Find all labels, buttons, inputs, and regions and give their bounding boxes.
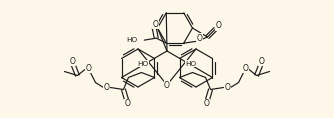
Text: O: O bbox=[104, 83, 110, 92]
Text: O: O bbox=[242, 64, 248, 73]
Text: O: O bbox=[259, 57, 265, 66]
Text: HO: HO bbox=[137, 61, 148, 67]
Text: O: O bbox=[204, 99, 209, 108]
Text: O: O bbox=[86, 64, 92, 73]
Text: O: O bbox=[224, 83, 230, 92]
Text: O: O bbox=[152, 20, 158, 29]
Text: O: O bbox=[164, 80, 170, 89]
Text: O: O bbox=[215, 21, 221, 30]
Text: O: O bbox=[197, 34, 203, 43]
Text: HO: HO bbox=[126, 37, 137, 43]
Text: HO: HO bbox=[186, 61, 197, 67]
Text: O: O bbox=[125, 99, 130, 108]
Text: O: O bbox=[69, 57, 75, 66]
